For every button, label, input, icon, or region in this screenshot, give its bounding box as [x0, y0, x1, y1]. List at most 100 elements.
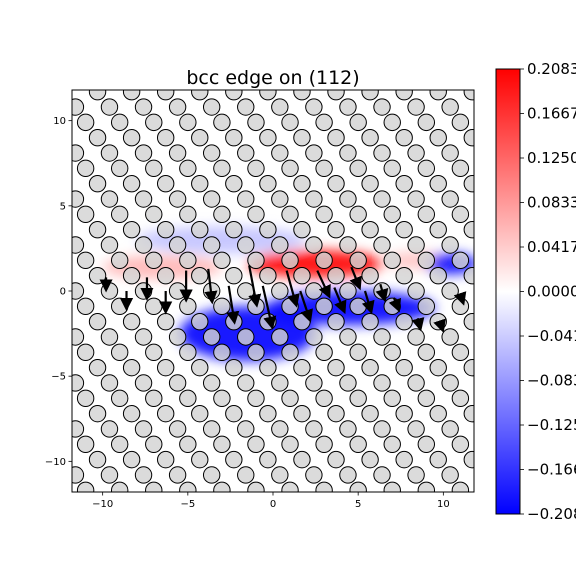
- displacement-arrow: [226, 285, 240, 325]
- atom: [156, 404, 175, 423]
- x-tick-label: 5: [355, 499, 361, 510]
- atom: [168, 190, 187, 208]
- atom: [72, 190, 85, 208]
- atom: [271, 466, 289, 484]
- atom: [305, 236, 323, 254]
- atom: [168, 374, 187, 392]
- atom: [463, 90, 474, 101]
- atom: [417, 389, 436, 408]
- atom: [237, 328, 255, 346]
- atom: [76, 251, 95, 270]
- atom: [349, 251, 367, 270]
- atom: [237, 282, 255, 300]
- atom: [417, 159, 436, 178]
- atom: [441, 466, 459, 484]
- atom: [110, 481, 129, 492]
- atom: [179, 205, 197, 224]
- atom: [407, 328, 425, 346]
- atom: [327, 128, 345, 147]
- atom: [72, 328, 85, 346]
- displacement-arrow: [316, 270, 331, 299]
- atom: [72, 98, 85, 116]
- atom: [407, 282, 425, 300]
- atom: [259, 266, 277, 285]
- atom: [463, 128, 474, 147]
- atom: [373, 144, 391, 162]
- atom: [383, 205, 401, 224]
- atom: [247, 481, 265, 492]
- atom: [145, 159, 163, 178]
- atom: [202, 98, 221, 116]
- atom: [315, 297, 333, 316]
- atom: [202, 236, 221, 254]
- atom: [441, 328, 459, 346]
- atom: [349, 297, 367, 316]
- atom: [77, 68, 93, 84]
- colorbar-tick-label: −0.1250: [527, 416, 576, 434]
- atom: [327, 404, 345, 423]
- atom: [349, 205, 367, 224]
- colorbar-tick-label: 0.0417: [527, 238, 576, 256]
- atom: [168, 236, 187, 254]
- atom: [463, 358, 474, 377]
- atom: [179, 389, 197, 408]
- atom: [315, 389, 333, 408]
- atom: [441, 236, 459, 254]
- atom: [429, 450, 447, 469]
- atom: [76, 159, 95, 178]
- displacement-arrow: [433, 318, 446, 334]
- atom: [349, 389, 367, 408]
- atom: [417, 251, 436, 270]
- atom: [110, 389, 129, 408]
- atom: [327, 450, 345, 469]
- atom: [88, 312, 107, 331]
- atom: [122, 90, 141, 101]
- atom: [315, 113, 333, 132]
- atom: [213, 159, 231, 178]
- atom: [429, 128, 447, 147]
- atom: [191, 128, 209, 147]
- y-tick-label: 10: [53, 116, 66, 127]
- atom: [122, 266, 141, 285]
- y-tick-label: −5: [51, 372, 66, 383]
- atom: [451, 297, 470, 316]
- atom: [441, 282, 459, 300]
- atom: [383, 297, 401, 316]
- atom: [339, 282, 357, 300]
- atom: [339, 420, 357, 438]
- atom: [100, 144, 119, 162]
- atom: [315, 343, 333, 362]
- y-axis: 10 5 0 −5 −10: [45, 116, 72, 468]
- atom-layer: [43, 68, 492, 492]
- atom: [145, 343, 163, 362]
- atom: [361, 90, 379, 101]
- atom: [213, 297, 231, 316]
- atom: [361, 312, 379, 331]
- colorbar: 0.2083 0.1667 0.1250 0.0833 0.0417 0.0000 −0.0…: [495, 60, 576, 523]
- atom: [43, 344, 59, 360]
- colorbar-gradient: [495, 68, 521, 515]
- displacement-arrow: [411, 317, 425, 332]
- atom: [476, 421, 492, 437]
- atom: [247, 205, 265, 224]
- atom: [237, 466, 255, 484]
- atom: [429, 404, 447, 423]
- atom: [373, 328, 391, 346]
- atom: [100, 466, 119, 484]
- atom: [259, 128, 277, 147]
- atom: [417, 297, 436, 316]
- atom: [134, 374, 153, 392]
- atom: [383, 435, 401, 454]
- displacement-arrow: [261, 285, 277, 330]
- atom: [315, 481, 333, 492]
- atom: [76, 205, 95, 224]
- atom: [339, 190, 357, 208]
- atom: [100, 328, 119, 346]
- atom: [281, 343, 299, 362]
- atom: [315, 159, 333, 178]
- atom: [407, 190, 425, 208]
- displacement-arrow: [299, 290, 313, 323]
- atom: [247, 389, 265, 408]
- atom: [259, 404, 277, 423]
- atom: [43, 252, 59, 268]
